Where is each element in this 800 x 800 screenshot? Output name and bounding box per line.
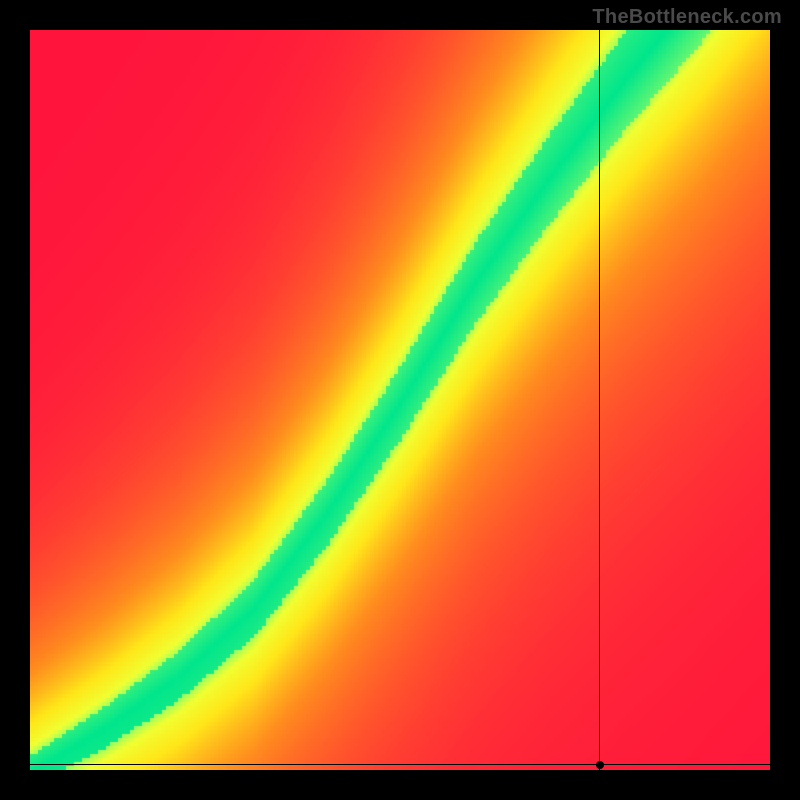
crosshair-marker-dot [596, 761, 604, 769]
heatmap-canvas [30, 30, 770, 770]
plot-area [30, 30, 770, 770]
chart-container: TheBottleneck.com [0, 0, 800, 800]
crosshair-vertical [599, 30, 600, 770]
watermark-text: TheBottleneck.com [592, 6, 782, 29]
crosshair-horizontal [30, 764, 770, 765]
